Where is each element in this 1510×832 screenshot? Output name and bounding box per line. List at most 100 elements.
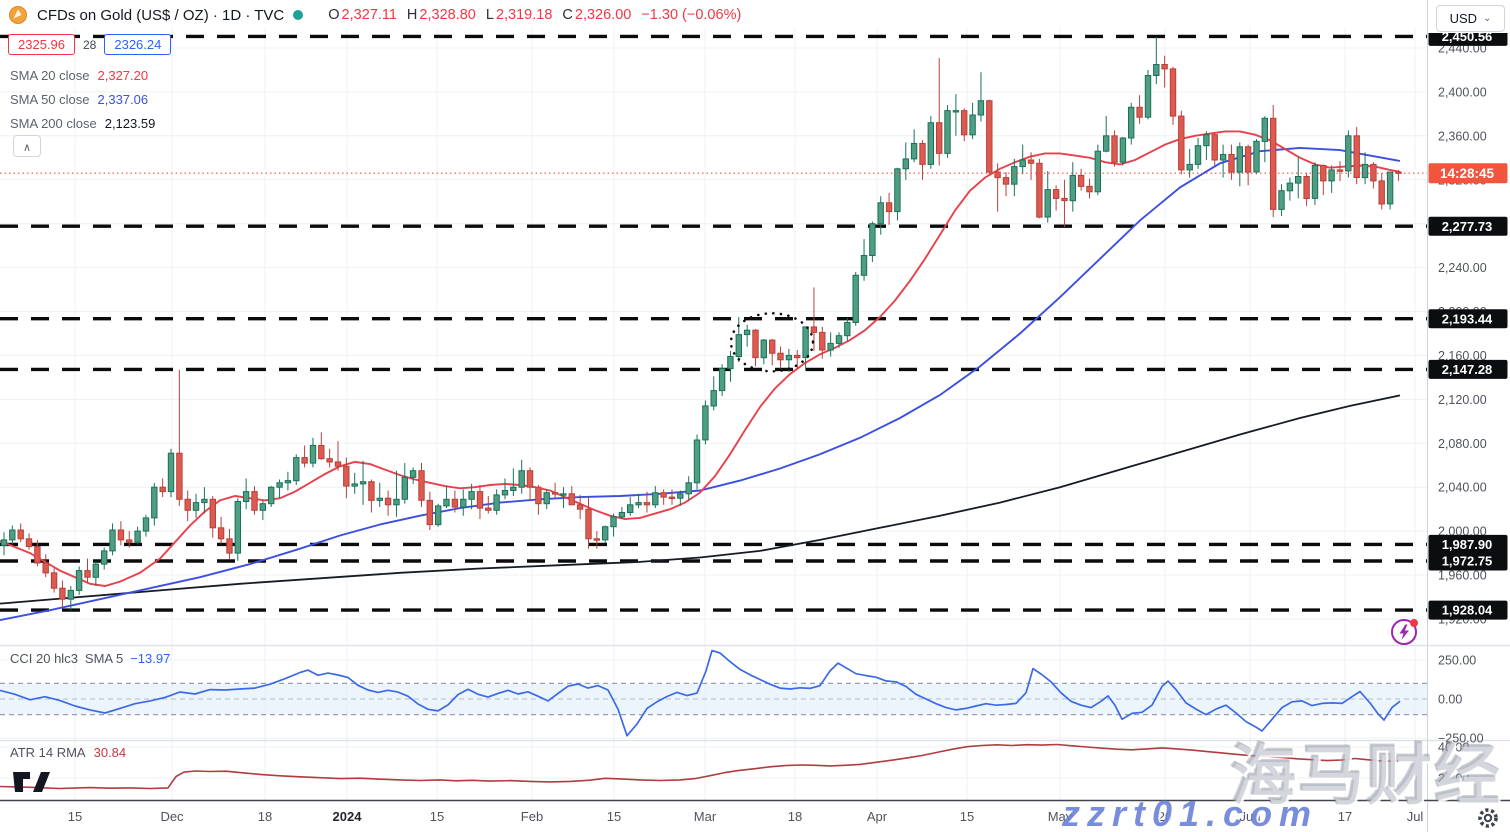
legend-sma-200[interactable]: SMA 200 close 2,123.59 bbox=[10, 112, 155, 134]
svg-text:2,450.56: 2,450.56 bbox=[1442, 29, 1493, 44]
open-value: 2,327.11 bbox=[341, 7, 397, 23]
cci-sma-label: SMA 5 bbox=[84, 651, 124, 666]
quick-alert-button[interactable] bbox=[1388, 615, 1424, 656]
level-lines[interactable] bbox=[0, 34, 1428, 612]
gridlines bbox=[0, 28, 1428, 800]
legend-sma-20[interactable]: SMA 20 close 2,327.20 bbox=[10, 64, 148, 86]
currency-selector[interactable]: USD ⌄ bbox=[1436, 5, 1505, 32]
open-label: O bbox=[328, 7, 340, 23]
high-value: 2,328.80 bbox=[419, 7, 476, 23]
svg-text:1,960.00: 1,960.00 bbox=[1438, 569, 1487, 583]
close-value: 2,326.00 bbox=[574, 7, 632, 23]
svg-text:2,400.00: 2,400.00 bbox=[1438, 85, 1487, 99]
svg-text:2,147.28: 2,147.28 bbox=[1442, 362, 1493, 377]
change-value: −1.30 (−0.06%) bbox=[641, 7, 742, 23]
cci-band bbox=[0, 682, 1428, 716]
watermark-site: zzrt01.com bbox=[1062, 793, 1319, 832]
svg-text:15: 15 bbox=[430, 809, 444, 824]
legend-atr[interactable]: ATR 14 RMA 30.84 bbox=[10, 745, 126, 760]
symbol-title[interactable]: CFDs on Gold (US$ / OZ) · 1D · TVC bbox=[37, 6, 285, 24]
watermark-chinese: 海马财经 bbox=[1230, 738, 1502, 812]
gold-coin-icon bbox=[8, 5, 28, 25]
close-label: C bbox=[562, 7, 573, 23]
svg-text:0.00: 0.00 bbox=[1438, 693, 1462, 707]
atr-label: ATR 14 RMA bbox=[10, 745, 86, 760]
svg-text:2,240.00: 2,240.00 bbox=[1438, 261, 1487, 275]
chevron-up-icon: ∧ bbox=[22, 141, 32, 154]
low-label: L bbox=[485, 7, 494, 23]
svg-text:1,972.75: 1,972.75 bbox=[1442, 554, 1493, 569]
svg-text:Dec: Dec bbox=[160, 809, 184, 824]
legend-collapse-button[interactable]: ∧ bbox=[13, 135, 41, 157]
svg-text:15: 15 bbox=[68, 809, 82, 824]
sma50-label: SMA 50 close bbox=[10, 91, 90, 107]
svg-text:250.00: 250.00 bbox=[1438, 654, 1476, 668]
svg-text:−250.00: −250.00 bbox=[1438, 732, 1484, 746]
high-label: H bbox=[406, 7, 418, 23]
svg-text:2,120.00: 2,120.00 bbox=[1438, 393, 1487, 407]
svg-text:1,987.90: 1,987.90 bbox=[1442, 537, 1493, 552]
notification-dot bbox=[1410, 619, 1418, 627]
svg-text:14:28:45: 14:28:45 bbox=[1440, 166, 1495, 181]
price-pane[interactable] bbox=[0, 34, 1428, 622]
sma200-label: SMA 200 close bbox=[10, 115, 97, 131]
atr-value: 30.84 bbox=[93, 745, 127, 760]
legend-cci[interactable]: CCI 20 hlc3 SMA 5 −13.97 bbox=[10, 651, 170, 666]
svg-text:18: 18 bbox=[258, 809, 272, 824]
buy-button[interactable]: 2326.24 bbox=[104, 34, 172, 55]
sma20-value: 2,327.20 bbox=[97, 67, 149, 83]
tradingview-logo[interactable] bbox=[13, 772, 50, 792]
svg-text:Mar: Mar bbox=[694, 809, 717, 824]
symbol-legend[interactable]: CFDs on Gold (US$ / OZ) · 1D · TVC O 2,32… bbox=[8, 5, 741, 25]
svg-text:20.00: 20.00 bbox=[1438, 772, 1469, 786]
svg-text:2,360.00: 2,360.00 bbox=[1438, 129, 1487, 143]
svg-text:2024: 2024 bbox=[333, 809, 363, 824]
quote-row: 2325.96 28 2326.24 bbox=[8, 34, 172, 55]
svg-text:Feb: Feb bbox=[521, 809, 543, 824]
svg-text:May: May bbox=[1048, 809, 1073, 824]
atr-line[interactable] bbox=[0, 743, 1401, 790]
svg-text:2,040.00: 2,040.00 bbox=[1438, 481, 1487, 495]
sma50-line[interactable] bbox=[0, 146, 1401, 622]
sell-button[interactable]: 2325.96 bbox=[8, 34, 75, 55]
candlesticks[interactable] bbox=[0, 37, 1402, 611]
svg-text:2,160.00: 2,160.00 bbox=[1438, 349, 1487, 363]
ohlc-values: O 2,327.11 H 2,328.80 L 2,319.18 C 2,326.00 … bbox=[328, 7, 741, 23]
currency-label: USD bbox=[1449, 11, 1478, 26]
svg-text:Apr: Apr bbox=[867, 809, 888, 824]
low-value: 2,319.18 bbox=[495, 7, 553, 23]
bar-countdown-tag: 14:28:45 bbox=[1428, 163, 1508, 184]
svg-text:2,193.44: 2,193.44 bbox=[1442, 311, 1493, 326]
time-axis[interactable]: 15 Dec 18 2024 15 Feb 15 Mar 18 Apr 15 May 20 Jun 17 Ju… bbox=[0, 799, 1510, 832]
svg-text:18: 18 bbox=[788, 809, 802, 824]
price-axis-bg[interactable] bbox=[1428, 0, 1510, 832]
market-status-dot[interactable] bbox=[293, 10, 304, 20]
svg-text:17: 17 bbox=[1338, 809, 1352, 824]
svg-text:Jul: Jul bbox=[1407, 809, 1424, 824]
pane-separators bbox=[0, 644, 1510, 742]
svg-text:1,928.04: 1,928.04 bbox=[1442, 603, 1493, 618]
time-axis-settings-button[interactable] bbox=[1474, 804, 1502, 832]
spread-value: 28 bbox=[83, 37, 97, 52]
level-price-tags: 2,450.56 2,277.73 2,193.44 2,147.28 1,987.90… bbox=[1428, 29, 1508, 620]
sma200-line[interactable] bbox=[0, 394, 1401, 605]
cci-label: CCI 20 hlc3 bbox=[10, 651, 78, 666]
svg-text:40.00: 40.00 bbox=[1438, 741, 1469, 755]
cci-value: −13.97 bbox=[130, 651, 171, 666]
svg-text:2,080.00: 2,080.00 bbox=[1438, 437, 1487, 451]
gear-icon bbox=[1478, 808, 1498, 828]
svg-text:15: 15 bbox=[960, 809, 974, 824]
sma200-value: 2,123.59 bbox=[104, 115, 156, 131]
cci-line[interactable] bbox=[0, 649, 1401, 737]
svg-text:2,277.73: 2,277.73 bbox=[1442, 219, 1493, 234]
sma20-label: SMA 20 close bbox=[10, 67, 90, 83]
ellipse-annotation[interactable] bbox=[729, 311, 815, 373]
lightning-alert-icon bbox=[1391, 619, 1418, 645]
sma50-value: 2,337.06 bbox=[97, 91, 149, 107]
svg-text:15: 15 bbox=[607, 809, 621, 824]
svg-text:Jun: Jun bbox=[1240, 809, 1261, 824]
legend-sma-50[interactable]: SMA 50 close 2,337.06 bbox=[10, 88, 148, 110]
chevron-down-icon: ⌄ bbox=[1483, 13, 1492, 24]
